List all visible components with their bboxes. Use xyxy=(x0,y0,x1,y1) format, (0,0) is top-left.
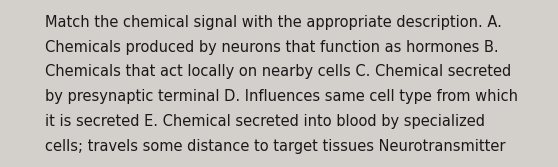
Text: by presynaptic terminal D. Influences same cell type from which: by presynaptic terminal D. Influences sa… xyxy=(45,89,518,104)
Text: Match the chemical signal with the appropriate description. A.: Match the chemical signal with the appro… xyxy=(45,15,502,30)
Text: cells; travels some distance to target tissues Neurotransmitter: cells; travels some distance to target t… xyxy=(45,139,505,154)
Text: Chemicals that act locally on nearby cells C. Chemical secreted: Chemicals that act locally on nearby cel… xyxy=(45,64,511,79)
Text: it is secreted E. Chemical secreted into blood by specialized: it is secreted E. Chemical secreted into… xyxy=(45,114,485,129)
Text: Chemicals produced by neurons that function as hormones B.: Chemicals produced by neurons that funct… xyxy=(45,40,498,55)
